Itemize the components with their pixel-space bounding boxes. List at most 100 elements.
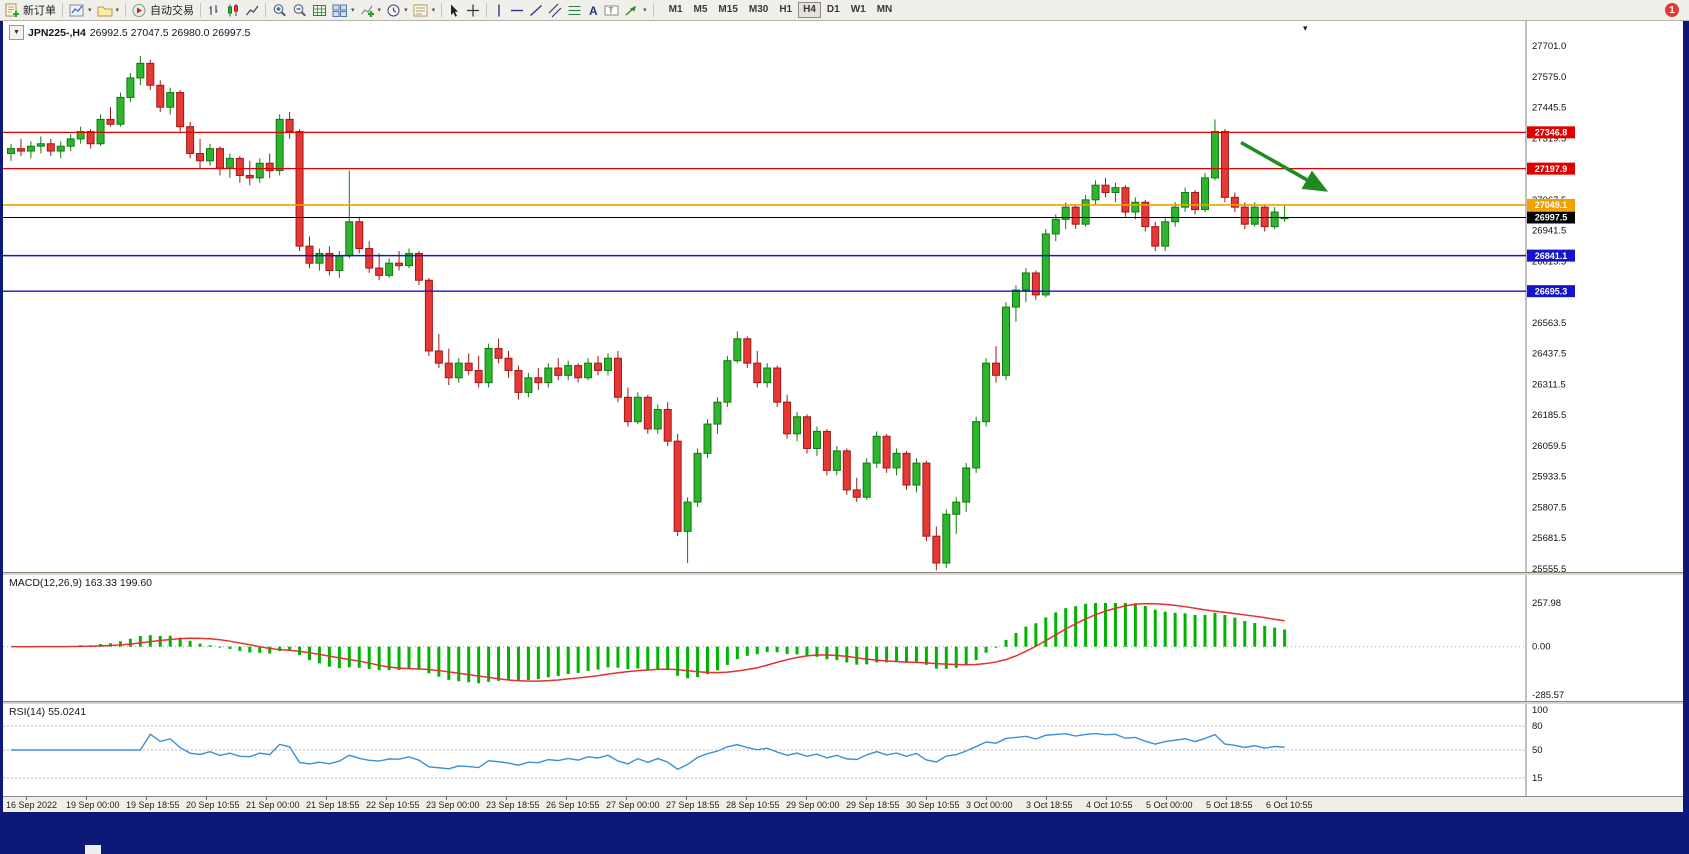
svg-text:0.00: 0.00 xyxy=(1532,642,1551,653)
tile-windows-icon xyxy=(332,4,348,17)
macd-panel[interactable]: MACD(12,26,9) 163.33 199.60 257.98 0.00 -2… xyxy=(3,575,1683,701)
text-icon: A xyxy=(589,4,598,18)
svg-text:100: 100 xyxy=(1532,705,1548,716)
time-axis-label: 29 Sep 18:55 xyxy=(846,800,900,810)
grid-icon xyxy=(313,4,327,16)
profiles-icon xyxy=(97,6,113,16)
grid-button[interactable] xyxy=(310,1,329,19)
periods-caret-icon: ▾ xyxy=(404,7,408,14)
rsi-line xyxy=(11,732,1285,771)
one-click-trading-toggle[interactable]: ▼ xyxy=(9,25,24,40)
macd-svg[interactable]: 257.98 0.00 -285.57 xyxy=(3,575,1683,701)
chart-menu-caret-icon[interactable]: ▾ xyxy=(1303,23,1308,33)
indicators-caret-icon: ▾ xyxy=(377,7,382,14)
panel-splitter[interactable] xyxy=(3,701,1683,704)
timeframe-button-M1[interactable]: M1 xyxy=(668,4,683,15)
toolbar-separator xyxy=(62,3,63,17)
trendline-button[interactable] xyxy=(527,1,545,19)
notification-badge[interactable]: 1 xyxy=(1665,3,1679,17)
svg-text:25555.5: 25555.5 xyxy=(1532,564,1566,572)
profiles-caret-icon: ▾ xyxy=(115,7,120,14)
svg-text:27445.5: 27445.5 xyxy=(1532,103,1566,114)
text-label-button[interactable]: T xyxy=(602,1,621,19)
autotrading-button[interactable]: 自动交易 xyxy=(130,1,196,19)
rsi-panel[interactable]: RSI(14) 55.0241 100 80 50 15 xyxy=(3,704,1683,796)
periods-button[interactable]: ▾ xyxy=(384,1,410,19)
text-label-icon: T xyxy=(604,5,619,15)
new-order-button[interactable]: 新订单 xyxy=(3,1,58,19)
timeframe-button-MN[interactable]: MN xyxy=(876,4,893,15)
price-chart-panel[interactable]: ▼ JPN225-,H4 26992.5 27047.5 26980.0 269… xyxy=(3,21,1683,572)
panel-splitter[interactable] xyxy=(3,572,1683,575)
time-tick xyxy=(686,797,687,800)
chart-title: ▼ JPN225-,H4 26992.5 27047.5 26980.0 269… xyxy=(9,25,250,40)
taskbar-artifact xyxy=(85,845,101,854)
time-axis[interactable]: 16 Sep 2022 19 Sep 00:00 19 Sep 18:55 20 Se… xyxy=(3,796,1683,812)
channel-button[interactable] xyxy=(546,1,564,19)
new-chart-caret-icon: ▾ xyxy=(88,7,92,14)
time-axis-label: 27 Sep 00:00 xyxy=(606,800,660,810)
autotrading-icon xyxy=(132,3,146,17)
time-axis-label: 30 Sep 10:55 xyxy=(906,800,960,810)
horizontal-line-button[interactable] xyxy=(508,1,526,19)
timeframe-button-W1[interactable]: W1 xyxy=(850,4,866,15)
timeframe-button-M15[interactable]: M15 xyxy=(718,4,738,15)
horizontal-level-lines[interactable]: 27346.8 27197.9 27049.1 26841.1 26695.3 26997… xyxy=(3,126,1575,298)
time-axis-label: 5 Oct 18:55 xyxy=(1206,800,1253,810)
line-chart-icon xyxy=(246,5,259,15)
zoom-out-button[interactable] xyxy=(290,1,309,19)
rsi-svg[interactable]: 100 80 50 15 xyxy=(3,704,1683,796)
svg-text:26941.5: 26941.5 xyxy=(1532,226,1566,237)
price-chart-svg[interactable]: 27701.027575.027445.527319.527193.527067… xyxy=(3,21,1683,572)
trend-arrow-annotation[interactable] xyxy=(1240,141,1329,192)
fibonacci-icon xyxy=(568,5,581,15)
candlestick-button[interactable] xyxy=(224,1,242,19)
time-tick xyxy=(146,797,147,800)
zoom-in-button[interactable] xyxy=(270,1,289,19)
time-tick xyxy=(926,797,927,800)
toolbar-separator xyxy=(441,3,443,17)
svg-text:27575.0: 27575.0 xyxy=(1532,72,1566,83)
time-tick xyxy=(266,797,267,800)
timeframe-button-D1[interactable]: D1 xyxy=(826,4,840,15)
trendline-icon xyxy=(530,4,543,16)
profiles-button[interactable]: ▾ xyxy=(95,1,122,19)
toolbar-separator xyxy=(125,3,127,17)
time-tick xyxy=(26,797,27,800)
new-chart-button[interactable]: ▾ xyxy=(67,1,94,19)
timeframe-button-H1[interactable]: H1 xyxy=(779,4,793,15)
vertical-line-button[interactable] xyxy=(491,1,507,19)
text-button[interactable]: A xyxy=(585,1,601,19)
macd-histogram xyxy=(19,603,1287,684)
time-tick xyxy=(506,797,507,800)
time-axis-label: 28 Sep 10:55 xyxy=(726,800,780,810)
templates-button[interactable]: ▾ xyxy=(411,1,438,19)
time-tick xyxy=(626,797,627,800)
tile-windows-button[interactable]: ▾ xyxy=(330,1,357,19)
candlestick-icon xyxy=(228,3,239,16)
time-tick xyxy=(1226,797,1227,800)
bar-chart-button[interactable] xyxy=(205,1,223,19)
svg-text:27197.9: 27197.9 xyxy=(1535,164,1568,174)
timeframe-button-M5[interactable]: M5 xyxy=(693,4,708,15)
shapes-button[interactable]: ▾ xyxy=(622,1,649,19)
tile-windows-caret-icon: ▾ xyxy=(351,7,355,14)
fibonacci-button[interactable] xyxy=(565,1,584,19)
channel-icon xyxy=(548,3,562,17)
time-tick xyxy=(566,797,567,800)
line-chart-button[interactable] xyxy=(243,1,261,19)
toolbar-separator xyxy=(486,3,488,17)
templates-caret-icon: ▾ xyxy=(431,7,436,14)
timeframe-button-M30[interactable]: M30 xyxy=(748,4,769,15)
svg-text:26311.5: 26311.5 xyxy=(1532,379,1566,390)
timeframe-button-H4[interactable]: H4 xyxy=(798,2,821,18)
vertical-line-icon xyxy=(498,4,500,16)
toolbar-separator xyxy=(200,3,202,17)
price-axis-labels: 27701.027575.027445.527319.527193.527067… xyxy=(1532,41,1566,572)
cursor-button[interactable] xyxy=(446,1,463,19)
time-axis-label: 19 Sep 18:55 xyxy=(126,800,180,810)
crosshair-button[interactable] xyxy=(464,1,482,19)
indicators-button[interactable]: ▾ xyxy=(358,1,384,19)
time-axis-label: 4 Oct 10:55 xyxy=(1086,800,1133,810)
